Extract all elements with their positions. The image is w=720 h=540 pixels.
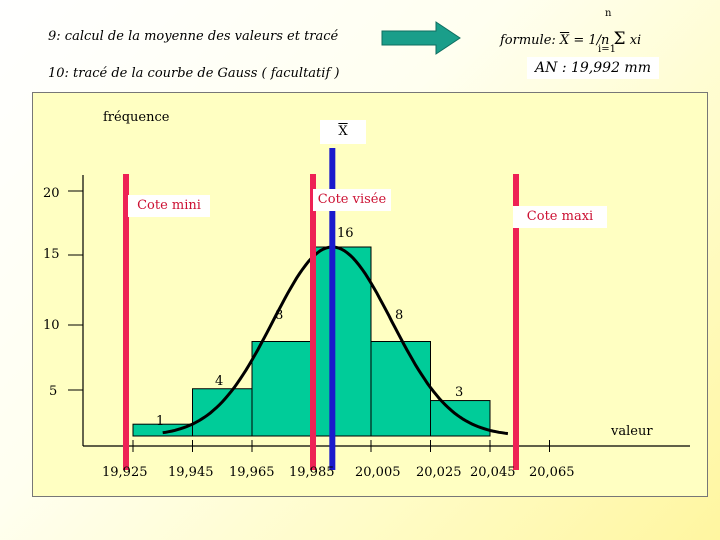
formula-var: xi — [629, 33, 642, 48]
step9-title: 9: calcul de la moyenne des valeurs et t… — [48, 29, 339, 44]
mean-formula: formule: X = 1/n Σ xi — [500, 29, 641, 49]
x-tick-19925: 19,925 — [102, 465, 148, 480]
bar-label-8b: 8 — [395, 308, 404, 323]
x-tick-19985: 19,985 — [289, 465, 335, 480]
bar-label-4: 4 — [215, 374, 224, 389]
x-tick-20025: 20,025 — [416, 465, 462, 480]
sum-upper-bound: n — [605, 8, 612, 19]
bar-label-16: 16 — [337, 226, 354, 241]
mean-label: X — [320, 120, 366, 144]
histogram-bar-1 — [192, 388, 253, 437]
y-tick-5: 5 — [49, 384, 58, 399]
cote-visee-label: Cote visée — [313, 189, 391, 211]
sigma-symbol: Σ — [613, 29, 626, 49]
right-arrow-icon — [381, 21, 461, 55]
histogram-bar-3 — [311, 246, 372, 437]
x-tick-20065: 20,065 — [529, 465, 575, 480]
x-axis-label: valeur — [611, 424, 653, 439]
bar-label-3: 3 — [455, 385, 464, 400]
y-tick-10: 10 — [43, 318, 60, 333]
formula-prefix: formule: — [500, 33, 560, 48]
x-tick-20045: 20,045 — [470, 465, 516, 480]
cote-mini-label: Cote mini — [128, 195, 210, 217]
y-tick-20: 20 — [43, 186, 60, 201]
y-tick-15: 15 — [43, 247, 60, 262]
histogram-bar-2 — [251, 341, 312, 437]
result-box: AN : 19,992 mm — [527, 57, 659, 79]
formula-xbar: X — [559, 33, 570, 48]
sum-lower-bound: i=1 — [598, 44, 616, 55]
x-tick-19945: 19,945 — [168, 465, 214, 480]
bar-label-8a: 8 — [275, 308, 284, 323]
histogram-bar-5 — [430, 400, 491, 437]
bar-label-1: 1 — [156, 414, 165, 429]
x-tick-20005: 20,005 — [355, 465, 401, 480]
step10-title: 10: tracé de la courbe de Gauss ( facult… — [48, 66, 340, 81]
cote-maxi-label: Cote maxi — [513, 206, 607, 228]
formula-mid: = 1/n — [569, 33, 614, 48]
histogram-bar-4 — [370, 341, 431, 437]
y-axis-label: fréquence — [103, 110, 170, 125]
x-tick-19965: 19,965 — [229, 465, 275, 480]
